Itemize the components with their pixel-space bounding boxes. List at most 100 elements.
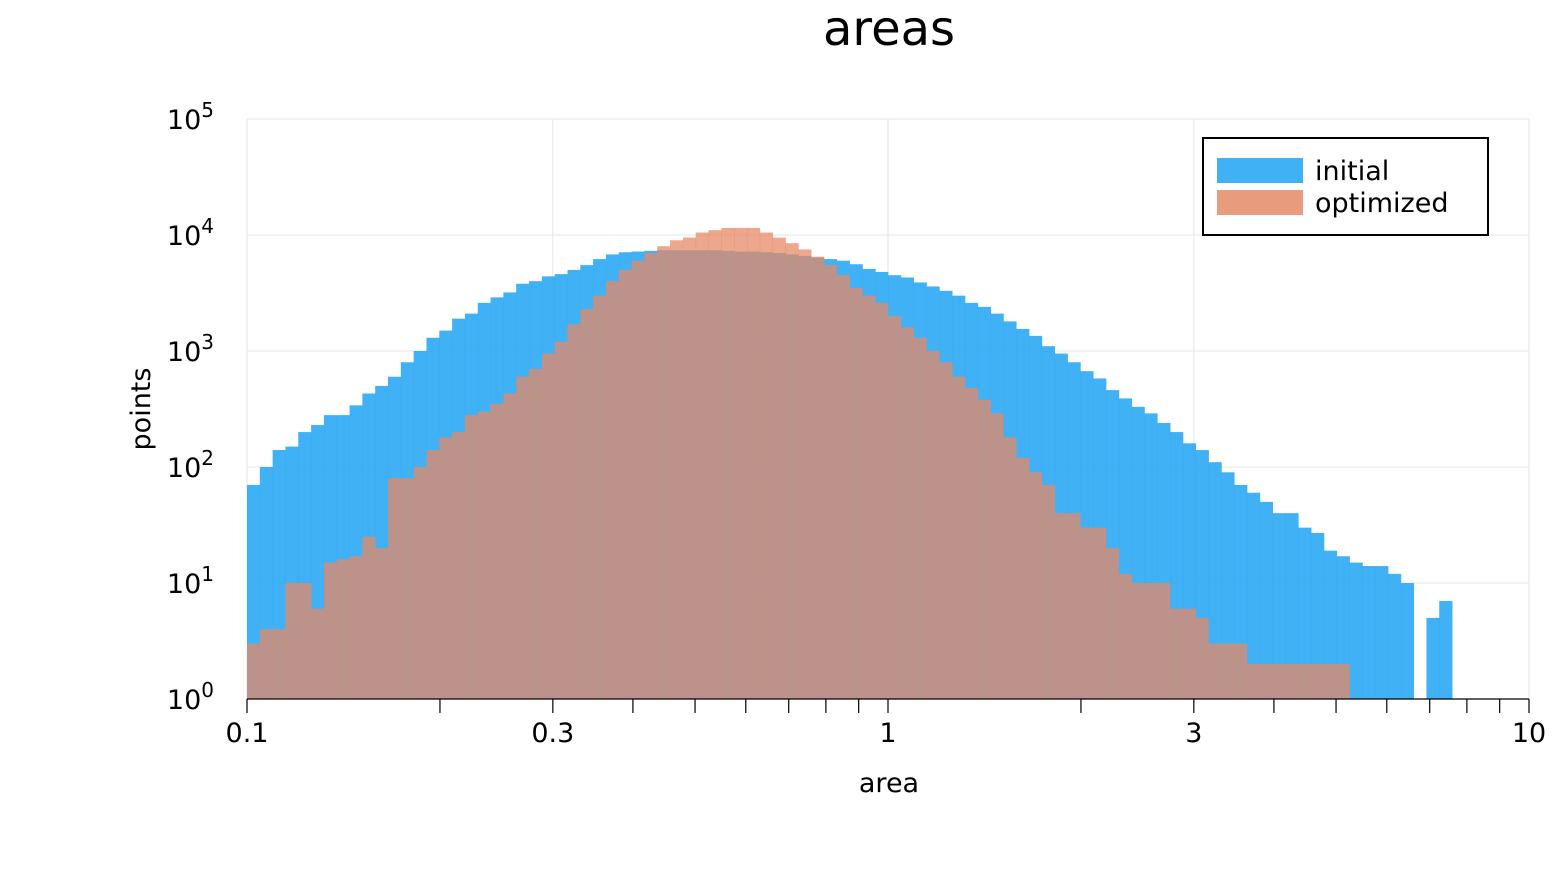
bar-optimized: [900, 327, 915, 699]
bar-optimized: [785, 243, 799, 699]
bar-initial: [1439, 600, 1453, 699]
bar-optimized: [247, 643, 261, 699]
bar-optimized: [644, 252, 658, 699]
bar-optimized: [1195, 617, 1209, 699]
bar-optimized: [349, 556, 363, 699]
x-axis-title: area: [859, 768, 919, 799]
bar-optimized: [311, 608, 325, 699]
bar-optimized: [746, 227, 761, 699]
bar-optimized: [503, 393, 517, 699]
bar-initial: [1259, 501, 1273, 699]
x-tick-label: 1: [879, 718, 896, 749]
bar-initial: [1426, 617, 1440, 699]
bar-optimized: [464, 415, 479, 699]
bar-optimized: [1298, 664, 1312, 699]
bar-optimized: [657, 246, 671, 699]
bar-initial: [1323, 550, 1338, 699]
bar-initial: [1246, 492, 1261, 699]
x-tick-label: 0.1: [226, 718, 269, 749]
y-axis-title: points: [126, 368, 157, 451]
x-tick-label: 0.3: [531, 718, 574, 749]
y-tick-label: 103: [167, 330, 214, 368]
bar-initial: [1221, 472, 1235, 699]
legend-swatch-initial: [1217, 158, 1303, 183]
bar-initial: [1298, 527, 1312, 699]
bar-optimized: [721, 227, 735, 699]
bar-optimized: [798, 249, 812, 699]
series-optimized: [247, 227, 1350, 700]
bar-optimized: [554, 341, 568, 699]
bar-optimized: [452, 432, 466, 699]
bar-optimized: [1157, 583, 1171, 699]
bar-optimized: [670, 240, 684, 699]
bar-optimized: [605, 281, 620, 699]
bar-initial: [1387, 573, 1402, 699]
bar-optimized: [375, 548, 389, 699]
bar-initial: [1285, 513, 1299, 699]
bar-optimized: [618, 269, 632, 699]
bar-optimized: [939, 362, 953, 699]
bar-optimized: [708, 230, 722, 699]
bar-optimized: [875, 302, 889, 699]
bar-optimized: [272, 629, 286, 699]
axes: 0.1 0.3 1 3 10 100 101 102 103 104 105: [167, 98, 1546, 749]
bar-optimized: [1311, 664, 1325, 699]
bar-optimized: [413, 467, 427, 699]
bar-optimized: [1080, 527, 1094, 699]
legend-box: [1202, 137, 1489, 236]
bar-optimized: [1054, 513, 1068, 699]
bar-optimized: [1067, 513, 1081, 699]
bar-optimized: [1131, 583, 1145, 699]
bar-optimized: [964, 387, 979, 699]
bar-initial: [1208, 462, 1222, 699]
bar-optimized: [388, 478, 402, 699]
bar-optimized: [913, 337, 927, 699]
bar-optimized: [1016, 457, 1030, 699]
bar-optimized: [977, 399, 991, 699]
bar-initial: [1311, 532, 1325, 699]
bar-optimized: [516, 376, 530, 699]
chart-title: areas: [823, 1, 955, 57]
bar-optimized: [734, 227, 748, 699]
bar-optimized: [849, 287, 863, 699]
histogram-bars: [247, 227, 1453, 700]
bar-optimized: [1093, 527, 1107, 699]
bar-optimized: [323, 562, 338, 699]
bar-initial: [1336, 556, 1350, 699]
y-tick-label: 102: [167, 446, 214, 484]
y-tick-label: 101: [167, 562, 214, 600]
bar-optimized: [580, 309, 594, 699]
bar-optimized: [862, 295, 876, 699]
bar-optimized: [477, 411, 491, 699]
bar-optimized: [695, 232, 709, 699]
bar-optimized: [1144, 583, 1158, 699]
bar-optimized: [1003, 437, 1017, 699]
bar-optimized: [541, 353, 556, 699]
bar-optimized: [1105, 548, 1120, 699]
bar-optimized: [426, 450, 440, 699]
x-tick-label: 10: [1512, 718, 1546, 749]
y-tick-label: 100: [167, 678, 214, 716]
y-tick-label: 104: [167, 214, 214, 252]
x-tick-label: 3: [1185, 718, 1202, 749]
bar-optimized: [490, 403, 504, 699]
bar-optimized: [759, 232, 774, 699]
bar-optimized: [259, 629, 274, 699]
bar-optimized: [400, 478, 415, 699]
bar-optimized: [888, 316, 902, 699]
bar-optimized: [1336, 664, 1350, 699]
bar-optimized: [1029, 472, 1043, 699]
bar-optimized: [439, 437, 453, 699]
bar-optimized: [529, 368, 543, 699]
bar-initial: [1272, 513, 1286, 699]
bar-optimized: [631, 260, 645, 699]
bar-optimized: [567, 324, 581, 699]
bar-optimized: [1041, 484, 1056, 699]
bar-initial: [1375, 566, 1389, 699]
legend-label-optimized: optimized: [1315, 188, 1448, 219]
bar-optimized: [772, 237, 786, 700]
bar-optimized: [1170, 608, 1184, 699]
bar-optimized: [926, 351, 940, 699]
bar-optimized: [1221, 643, 1235, 699]
